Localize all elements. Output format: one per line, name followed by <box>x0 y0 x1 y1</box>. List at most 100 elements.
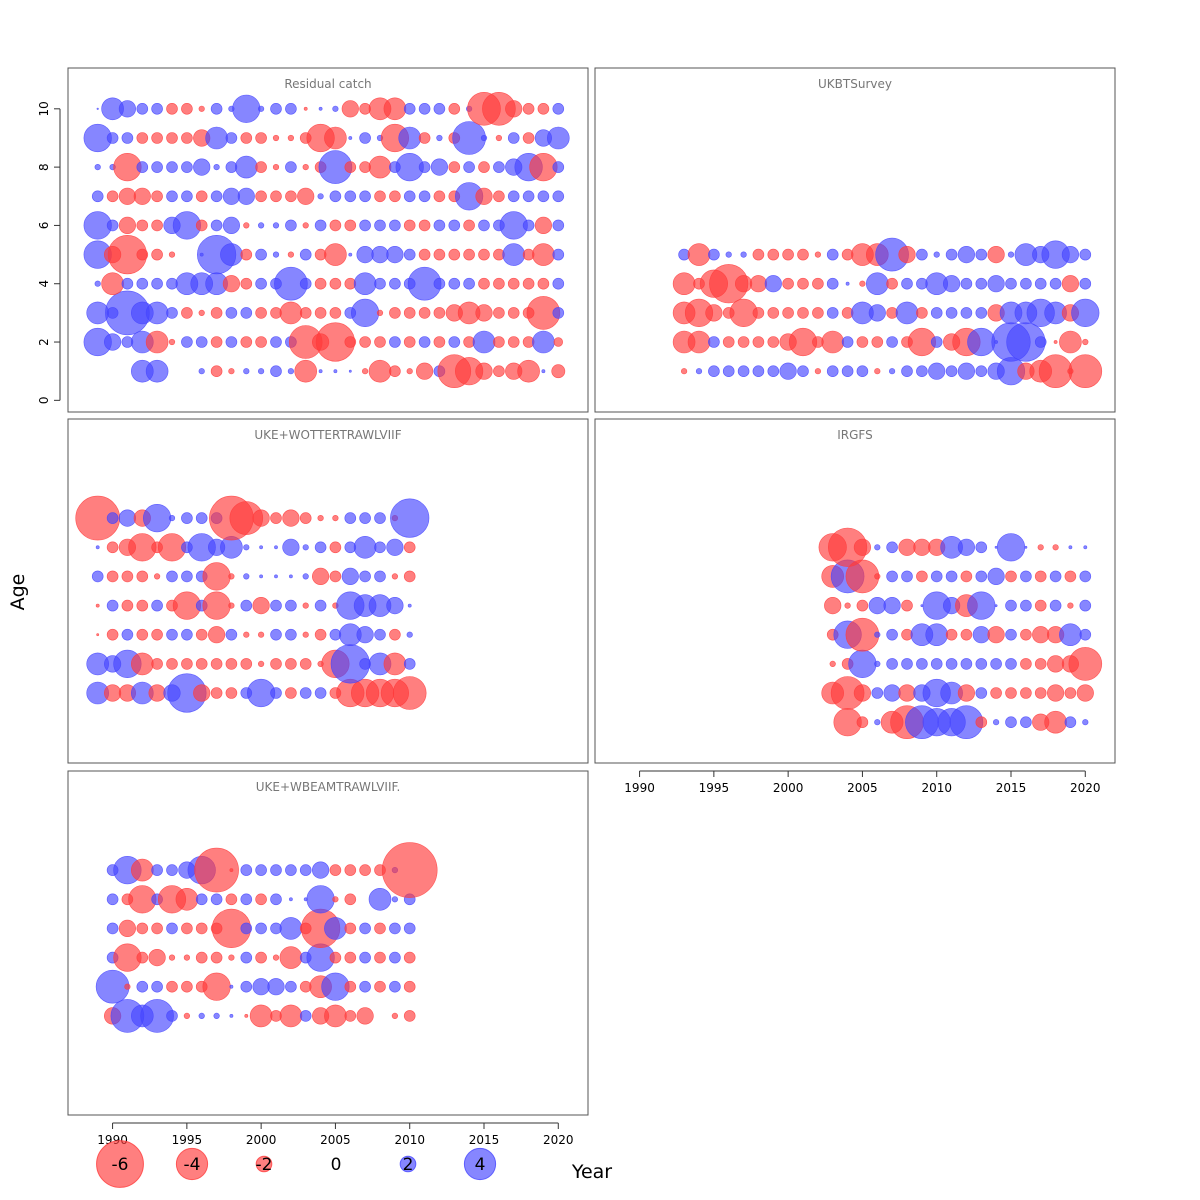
bubble-point <box>975 307 988 319</box>
bubble-point <box>222 187 240 205</box>
bubble-point <box>168 954 176 961</box>
bubble-point <box>240 307 253 319</box>
bubble-point <box>282 538 300 556</box>
bubble-point <box>359 219 371 232</box>
y-axis: 0 2 4 6 8 10 <box>37 101 61 404</box>
bubble-point <box>826 365 839 378</box>
bubble-point <box>553 337 563 347</box>
bubble-point <box>975 716 988 729</box>
bubble-point <box>522 277 535 290</box>
bubble-point <box>368 155 392 179</box>
bubble-point <box>389 277 401 290</box>
bubble-point <box>299 248 312 261</box>
bubble-point <box>824 596 842 615</box>
bubble-point <box>522 190 535 203</box>
bubble-point <box>886 277 898 290</box>
bubble-point <box>329 951 342 964</box>
bubble-point <box>1059 330 1082 354</box>
bubble-point <box>95 969 130 1004</box>
bubble-group <box>818 527 1103 740</box>
bubble-point <box>1034 570 1047 583</box>
bubble-point <box>433 219 446 232</box>
bubble-point <box>389 219 401 232</box>
bubble-point <box>407 603 412 608</box>
bubble-point <box>737 365 750 378</box>
bubble-point <box>181 103 193 115</box>
bubble-point <box>210 103 223 115</box>
bubble-point <box>502 243 526 266</box>
bubble-point <box>255 190 267 203</box>
bubble-point <box>299 864 312 876</box>
bubble-point <box>478 248 490 261</box>
bubble-point <box>195 512 208 524</box>
bubble-point <box>874 573 881 580</box>
bubble-point <box>507 277 520 290</box>
bubble-point <box>901 599 913 612</box>
bubble-point <box>324 1004 347 1028</box>
bubble-point <box>1067 602 1074 609</box>
bubble-point <box>348 136 353 140</box>
bubble-point <box>240 132 253 144</box>
bubble-point <box>886 570 898 583</box>
bubble-point <box>136 570 149 583</box>
bubble-point <box>374 570 386 583</box>
bubble-point <box>767 248 780 261</box>
bubble-point <box>318 106 323 111</box>
bubble-point <box>463 248 475 261</box>
bubble-point <box>306 885 335 914</box>
bubble-point <box>975 658 988 670</box>
bubble-point <box>181 336 193 348</box>
x-tick-label: 2015 <box>996 781 1027 795</box>
bubble-point <box>255 248 267 261</box>
bubble-point <box>386 596 404 615</box>
bubble-point <box>228 573 235 580</box>
bubble-point <box>374 922 386 935</box>
bubble-point <box>1053 340 1058 344</box>
bubble-point <box>133 187 151 205</box>
bubble-point <box>303 106 308 111</box>
bubble-point <box>181 132 193 144</box>
bubble-point <box>302 573 309 580</box>
bubble-group <box>83 92 570 389</box>
bubble-point <box>874 660 881 668</box>
legend-label: 0 <box>331 1155 342 1175</box>
bubble-point <box>767 307 780 319</box>
bubble-point <box>124 983 131 990</box>
bubble-point <box>740 251 747 258</box>
bubble-point <box>270 628 282 641</box>
bubble-point <box>708 365 720 378</box>
bubble-point <box>546 126 570 150</box>
bubble-point <box>389 628 401 641</box>
bubble-point <box>151 219 163 232</box>
bubble-point <box>391 1012 399 1020</box>
bubble-point <box>532 243 555 266</box>
bubble-point <box>270 190 282 203</box>
bubble-point <box>371 246 389 264</box>
bubble-point <box>136 980 149 993</box>
x-tick-label: 2020 <box>1070 781 1101 795</box>
bubble-point <box>812 307 824 319</box>
bubble-point <box>240 658 253 670</box>
bubble-point <box>255 161 267 173</box>
x-tick-label: 1995 <box>172 1133 203 1147</box>
bubble-point <box>255 951 267 964</box>
bubble-point <box>359 922 371 935</box>
bubble-point <box>252 509 270 527</box>
bubble-point <box>285 219 297 232</box>
bubble-point <box>945 658 958 670</box>
bubble-point <box>166 1010 178 1022</box>
bubble-point <box>916 570 928 583</box>
bubble-point <box>210 307 223 319</box>
bubble-point <box>374 541 386 554</box>
panel-4: IRGFS 1990 1995 2000 2005 2010 2015 2020 <box>594 418 1116 795</box>
bubble-point <box>418 248 431 261</box>
bubble-point <box>106 893 119 906</box>
bubble-point <box>240 248 253 261</box>
bubble-point <box>228 368 235 375</box>
legend-bubble <box>255 1155 273 1173</box>
bubble-point <box>314 628 327 641</box>
bubble-point <box>299 687 312 699</box>
bubble-point <box>436 134 443 142</box>
bubble-point <box>106 922 119 935</box>
bubble-point <box>225 893 238 906</box>
